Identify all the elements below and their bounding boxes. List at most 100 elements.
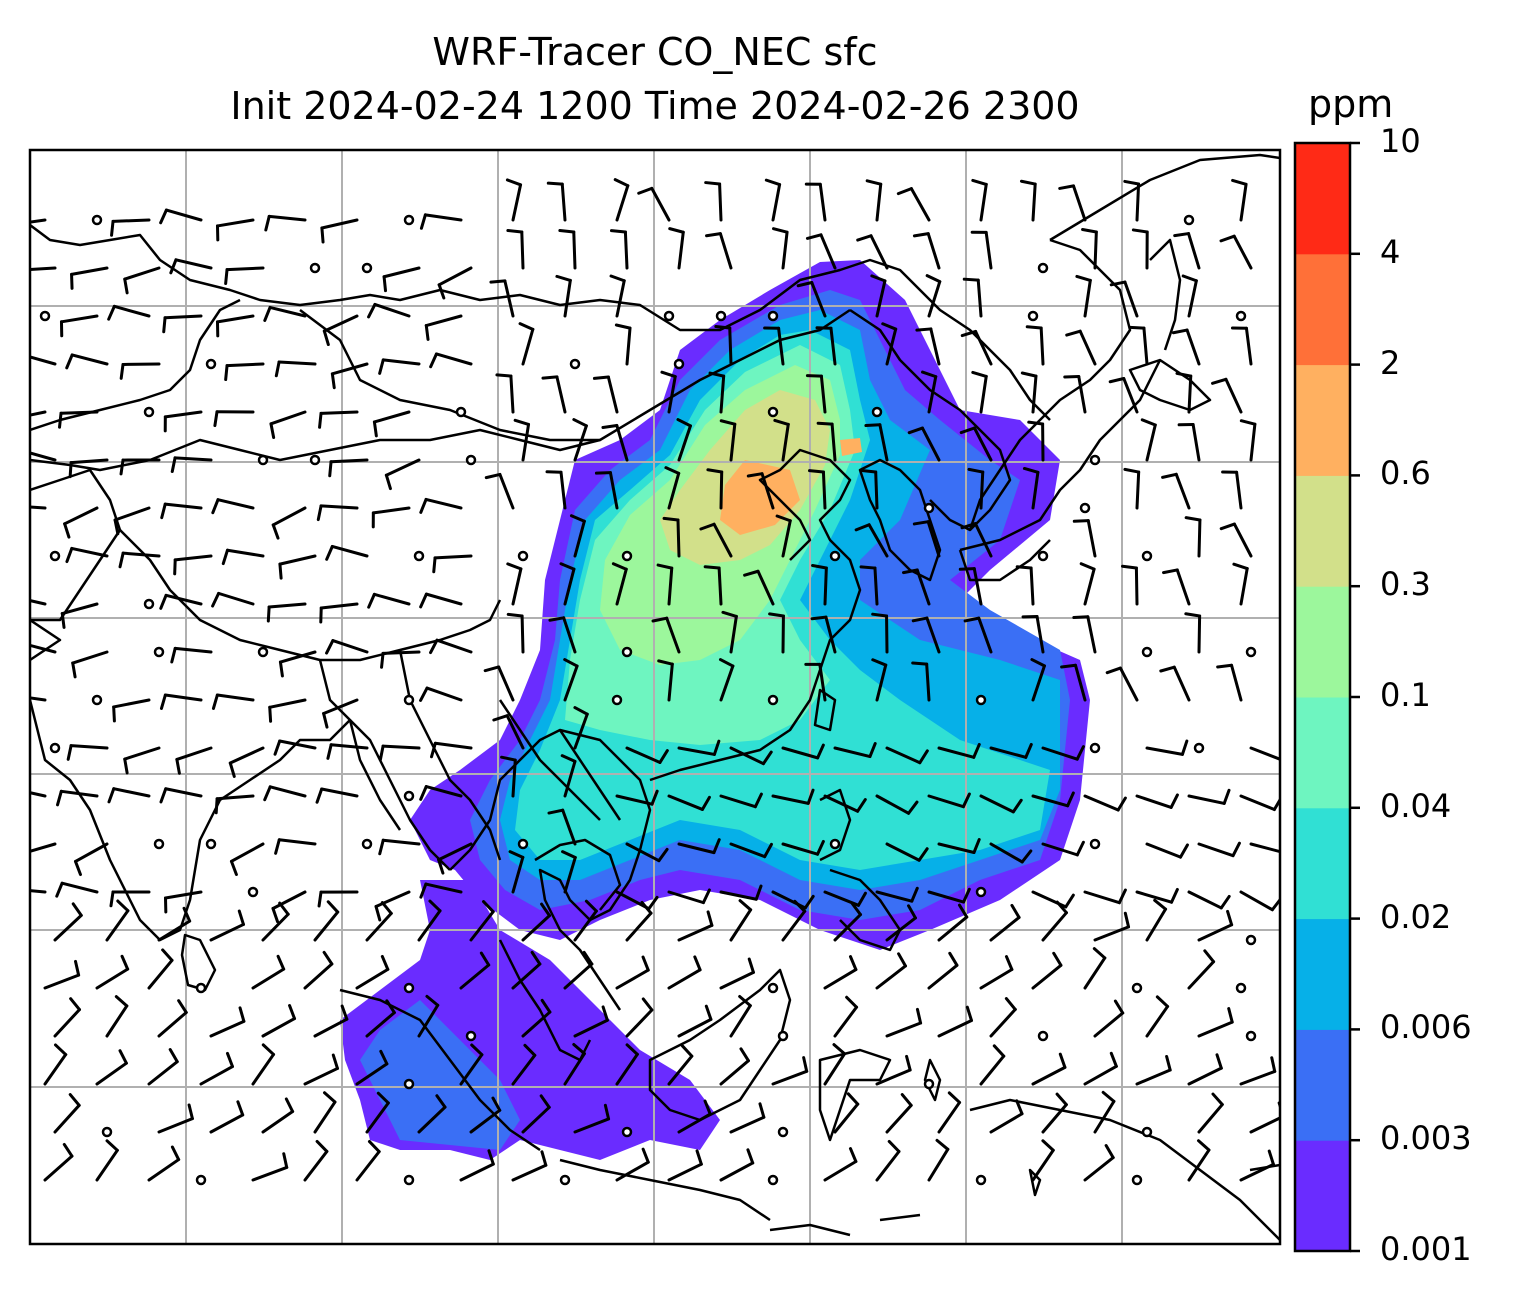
calm-wind-circle — [49, 550, 61, 562]
wind-barb — [875, 1139, 901, 1182]
wind-barb — [625, 746, 669, 764]
wind-barb — [885, 904, 917, 942]
wind-barb — [860, 469, 879, 510]
wind-barb — [273, 739, 317, 756]
wind-barb — [65, 353, 109, 370]
wind-barb — [157, 1103, 194, 1134]
wind-barb — [505, 178, 523, 222]
wind-barb — [1031, 951, 1063, 990]
wind-barb — [508, 850, 525, 894]
wind-barb — [937, 903, 969, 942]
coast-hokkaido — [1128, 358, 1212, 412]
wind-barb — [823, 1147, 858, 1182]
wind-barb — [960, 329, 993, 366]
wind-barb — [199, 1051, 234, 1086]
wind-barb — [374, 890, 411, 922]
border-china-west — [30, 298, 601, 472]
wind-barb — [881, 322, 898, 366]
wind-barb — [147, 1048, 179, 1086]
calm-wind-circle — [1089, 454, 1101, 466]
wind-barb — [772, 227, 789, 270]
wind-barb — [1093, 999, 1125, 1038]
calm-wind-circle — [49, 742, 61, 754]
wind-barb — [367, 592, 411, 609]
calm-wind-circle — [829, 550, 841, 562]
wind-barb — [30, 696, 47, 702]
border-mongolia-china — [299, 308, 851, 442]
wind-barb — [209, 1006, 246, 1038]
wind-barb — [833, 742, 877, 759]
colorbar-tick-label: 0.04 — [1380, 786, 1452, 825]
wind-barb — [278, 650, 317, 678]
wind-barb — [871, 658, 888, 702]
wind-barb — [656, 563, 674, 606]
wind-barb — [573, 706, 589, 750]
wind-barb — [1135, 887, 1179, 904]
wind-barb — [159, 593, 203, 610]
calm-wind-circle — [777, 1030, 789, 1042]
wind-barb — [30, 842, 57, 853]
wind-barb — [68, 458, 109, 479]
wind-barb — [437, 266, 473, 300]
wind-barb — [592, 375, 619, 414]
wind-barb — [266, 602, 307, 623]
wind-barb — [160, 502, 203, 520]
wind-barb — [378, 744, 421, 762]
wind-barb — [615, 1147, 650, 1182]
wind-barb — [1162, 568, 1191, 606]
calm-wind-circle — [1037, 262, 1049, 274]
wind-barb — [419, 213, 463, 230]
calm-wind-circle — [767, 310, 779, 322]
calm-wind-circle — [923, 1078, 935, 1090]
wind-barb — [667, 955, 702, 990]
calm-wind-circle — [1037, 550, 1049, 562]
wind-barb — [65, 546, 109, 564]
wind-barb — [53, 1093, 81, 1134]
wind-barb — [558, 228, 577, 270]
calm-wind-circle — [1037, 1030, 1049, 1042]
coast-bay-bengal — [349, 719, 451, 871]
calm-wind-circle — [1089, 838, 1101, 850]
wind-barb — [937, 742, 981, 759]
wind-barb — [303, 950, 334, 990]
calm-wind-circle — [257, 454, 269, 466]
wind-barb — [1031, 791, 1075, 808]
wind-barb — [384, 458, 421, 491]
wind-barb — [594, 471, 619, 510]
calm-wind-circle — [975, 694, 987, 706]
wind-barb — [699, 522, 733, 558]
wind-barb — [729, 746, 773, 766]
wind-barb — [1145, 842, 1189, 859]
wind-barb — [1060, 663, 1087, 702]
wind-barb — [989, 997, 1017, 1038]
wind-barb — [105, 899, 130, 942]
wind-barb — [703, 565, 723, 606]
wind-barb — [796, 281, 827, 318]
wind-barb — [1135, 793, 1179, 809]
wind-barb — [1022, 466, 1040, 510]
wind-barb — [667, 794, 711, 811]
calm-wind-circle — [621, 550, 633, 562]
wind-barb — [95, 1049, 128, 1086]
wind-barb — [1219, 234, 1253, 270]
wind-barb — [95, 954, 130, 990]
wind-barb — [303, 1053, 339, 1086]
calm-wind-circle — [91, 214, 103, 226]
calm-wind-circle — [1027, 310, 1039, 322]
wind-barb — [1135, 1054, 1172, 1086]
title-line-2: Init 2024-02-24 1200 Time 2024-02-26 230… — [230, 84, 1080, 128]
colorbar-segment — [1295, 1140, 1350, 1252]
wind-barb — [1231, 178, 1248, 222]
wind-barb — [30, 599, 47, 606]
wind-barb — [107, 304, 151, 321]
calm-wind-circle — [195, 1174, 207, 1186]
wind-barb — [30, 266, 57, 272]
colorbar-tick-label: 0.006 — [1380, 1008, 1472, 1047]
wind-barb — [30, 451, 57, 462]
wind-barb — [313, 1004, 349, 1038]
wind-barb — [563, 658, 579, 702]
wind-barb — [833, 1092, 860, 1134]
wind-barb — [1197, 1092, 1224, 1134]
wind-barb — [319, 602, 359, 624]
coast-islands-east — [769, 1058, 1280, 1237]
